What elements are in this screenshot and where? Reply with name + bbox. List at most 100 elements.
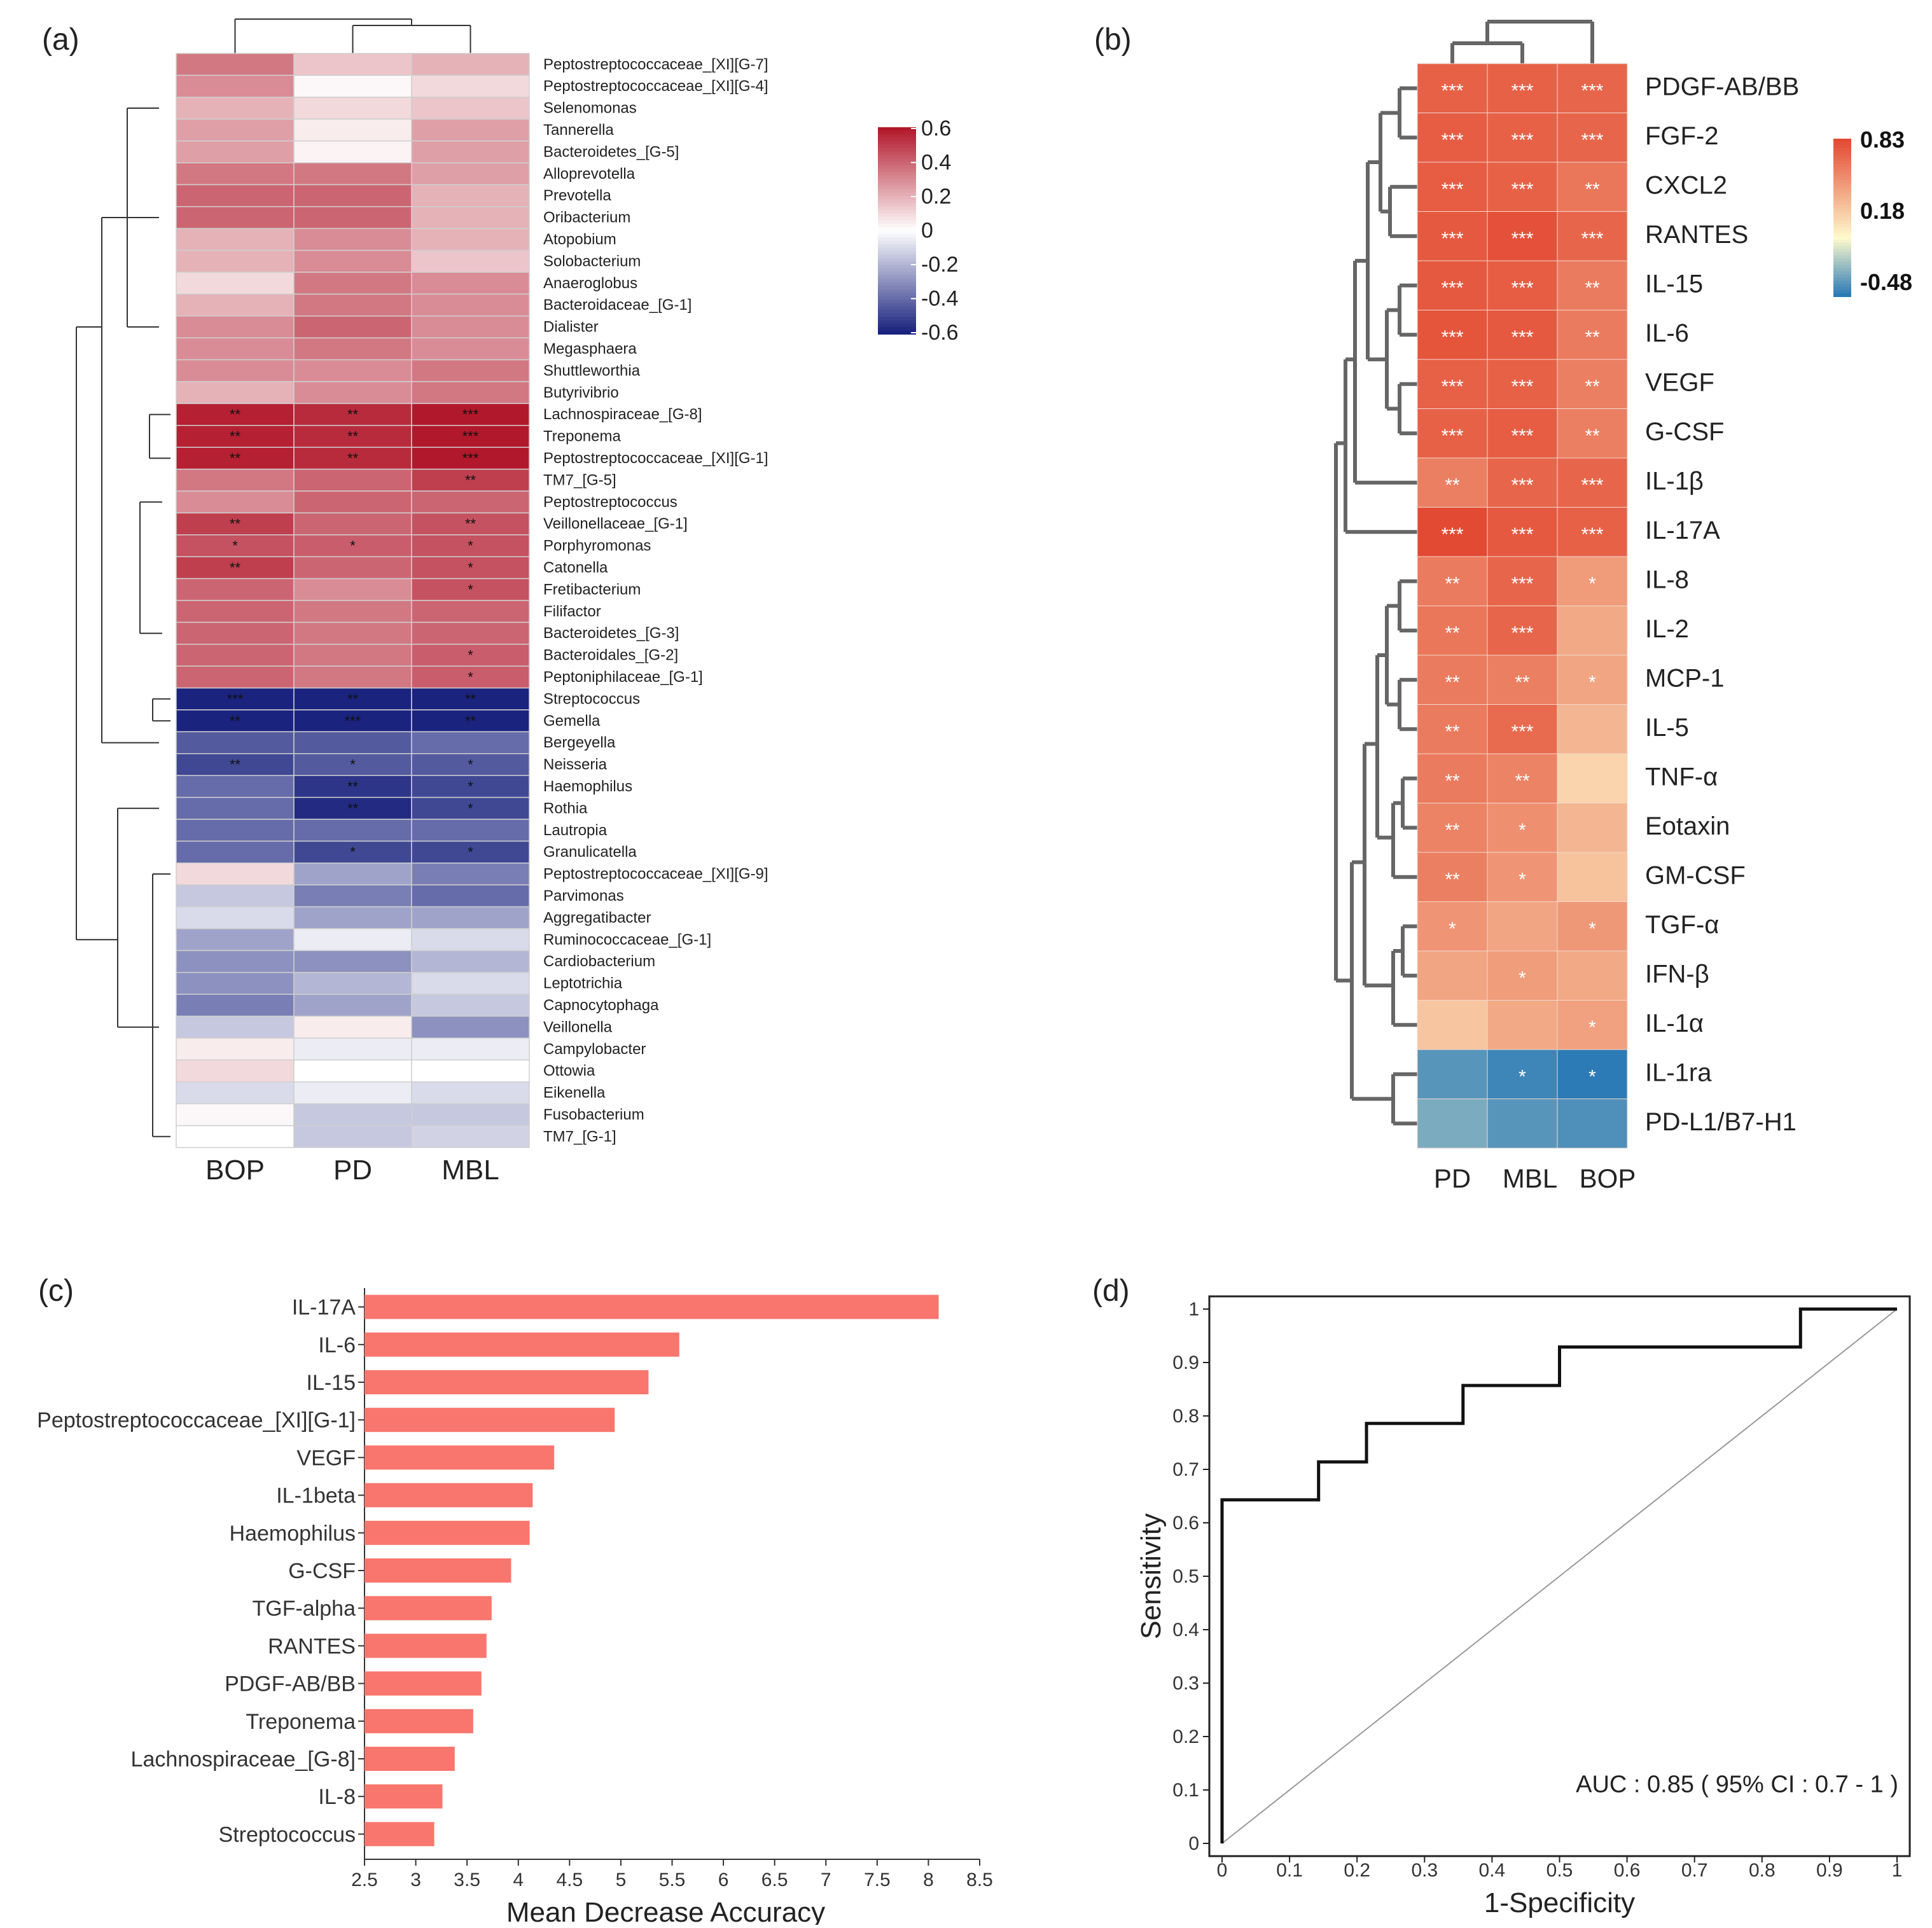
category-label: Haemophilus [230, 1522, 356, 1546]
row-label: IL-6 [1645, 319, 1689, 347]
x-tick-label: 0 [1217, 1860, 1228, 1881]
significance-stars: *** [1511, 278, 1533, 299]
heatmap-cell [293, 490, 412, 514]
heatmap-cell [176, 97, 295, 120]
x-tick-label: 8.5 [966, 1869, 993, 1890]
y-tick-label: 0.7 [1172, 1459, 1199, 1480]
legend-swatch [878, 189, 916, 193]
roc-chart-d: (d) 0 0.1 0.2 0.3 0.4 0.5 0.6 0.7 0.8 0.9 1 0 0.1 0.2 0… [1092, 1274, 1911, 1918]
legend-swatch [878, 175, 916, 180]
category-label: IL-17A [292, 1296, 356, 1320]
x-tick-label: 3 [410, 1869, 421, 1890]
y-tick-label: 0.5 [1172, 1566, 1199, 1587]
heatmap-cell [176, 884, 295, 908]
heatmap-cell [293, 665, 412, 689]
legend-swatch [878, 151, 916, 156]
heatmap-cell [293, 950, 412, 973]
legend-swatch [1833, 205, 1851, 209]
bar-chart-c: (c) IL-17A IL-6 IL-15 Peptostreptococcaceae_… [37, 1274, 993, 1928]
heatmap-cell [176, 249, 295, 273]
heatmap-cell [411, 206, 530, 229]
significance-stars: * [1588, 1067, 1596, 1088]
category-label: Peptostreptococcaceae_[XI][G-1] [37, 1408, 356, 1432]
heatmap-cell [293, 381, 412, 405]
heatmap-cell [293, 403, 412, 426]
heatmap-cell [1417, 457, 1488, 508]
heatmap-cell [411, 1081, 530, 1104]
heatmap-cell [293, 972, 412, 995]
heatmap-cell [293, 118, 412, 142]
significance-stars: * [1588, 1017, 1596, 1038]
legend-swatch [1833, 268, 1851, 272]
category-label: IL-15 [307, 1371, 356, 1395]
legend-swatch [878, 137, 916, 142]
heatmap-cell [411, 97, 530, 120]
row-label: Porphyromonas [543, 537, 651, 555]
heatmap-cell [411, 293, 530, 317]
heatmap-cell [1557, 704, 1628, 754]
row-label: Parvimonas [543, 887, 624, 905]
row-label: Capnocytophaga [543, 997, 659, 1014]
heatmap-cell [1487, 162, 1558, 212]
significance-stars: * [1449, 919, 1456, 940]
heatmap-a: (a) Peptostreptococcaceae_[XI][G-7] Peptos… [42, 18, 959, 1186]
significance-stars: ** [347, 691, 359, 707]
heatmap-cell [293, 447, 412, 470]
bar [365, 1633, 487, 1658]
row-label: Peptostreptococcaceae_[XI][G-1] [543, 450, 768, 467]
row-dendrogram [1334, 86, 1417, 1126]
legend-swatch [878, 237, 916, 242]
x-tick-label: 7 [821, 1869, 831, 1890]
heatmap-cell [1487, 852, 1558, 902]
heatmap-cell [293, 884, 412, 908]
legend-swatch [878, 134, 916, 139]
legend-tick-label: 0.2 [921, 184, 951, 209]
significance-stars: *** [1511, 228, 1533, 249]
x-tick-label: 0.2 [1344, 1860, 1370, 1881]
row-label: TM7_[G-5] [543, 471, 616, 489]
significance-stars: *** [227, 691, 244, 707]
heatmap-cell [411, 228, 530, 251]
heatmap-cell [176, 840, 295, 864]
significance-stars: ** [465, 516, 476, 532]
row-label: Shuttleworthia [543, 362, 641, 379]
bar [365, 1822, 434, 1847]
heatmap-cell [176, 621, 295, 645]
row-label: TM7_[G-1] [543, 1128, 616, 1145]
significance-stars: *** [1441, 278, 1463, 299]
heatmap-cell [411, 972, 530, 995]
row-label: Ottowia [543, 1062, 595, 1079]
row-label: IL-17A [1645, 517, 1720, 544]
row-label: IL-2 [1645, 615, 1689, 643]
panel-d: (d) 0 0.1 0.2 0.3 0.4 0.5 0.6 0.7 0.8 0.9 1 0 0.1 0.2 0… [1056, 1240, 1932, 1925]
bar [365, 1747, 455, 1771]
heatmap-cell [293, 184, 412, 207]
row-label: Eikenella [543, 1085, 606, 1102]
x-tick-label: 6.5 [761, 1869, 788, 1890]
heatmap-cell [176, 644, 295, 667]
heatmap-cell [176, 972, 295, 995]
row-label: Peptostreptococcaceae_[XI][G-7] [543, 56, 768, 73]
heatmap-cell [411, 53, 530, 76]
heatmap-cell [1417, 803, 1488, 853]
heatmap-cell [411, 512, 530, 536]
row-label: Treponema [543, 428, 621, 445]
significance-stars: ** [347, 429, 359, 445]
heatmap-cell [176, 1103, 295, 1127]
legend-swatch [1833, 176, 1851, 181]
row-label: Eotaxin [1645, 812, 1730, 840]
column-label: MBL [1503, 1163, 1557, 1193]
heatmap-cell [176, 906, 295, 929]
significance-stars: ** [347, 800, 359, 816]
row-label: Bergeyella [543, 734, 616, 751]
x-tick-label: 0.9 [1816, 1860, 1843, 1881]
significance-stars: *** [345, 713, 361, 729]
legend-swatch [1833, 220, 1851, 225]
heatmap-cell [176, 687, 295, 711]
heatmap-cell [1487, 655, 1558, 705]
legend-swatch [1833, 271, 1851, 275]
heatmap-cell [1417, 950, 1488, 1001]
heatmap-cell [293, 468, 412, 492]
row-label: Prevotella [543, 187, 611, 204]
significance-stars: *** [1581, 81, 1603, 102]
